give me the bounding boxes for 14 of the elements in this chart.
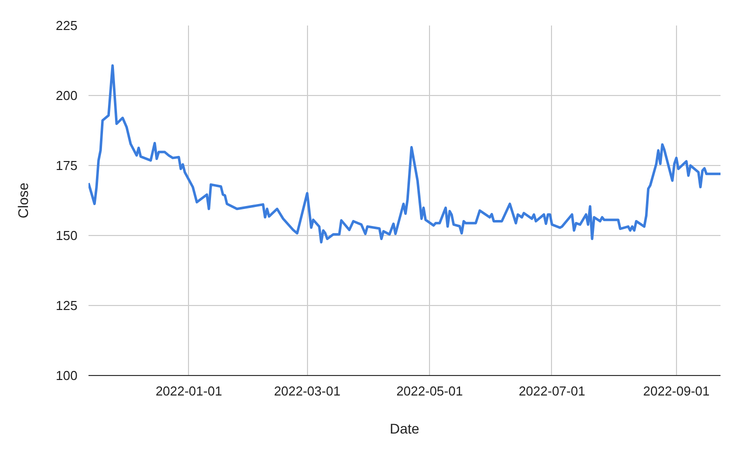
x-axis-title: Date (390, 420, 420, 436)
y-tick-label: 100 (56, 368, 78, 383)
x-tick-label: 2022-09-01 (643, 384, 710, 398)
y-axis-title: Close (14, 182, 31, 218)
x-tick-label: 2022-01-01 (156, 384, 222, 398)
y-tick-label: 225 (56, 18, 78, 33)
x-tick-label: 2022-07-01 (518, 384, 586, 398)
x-tick-label: 2022-03-01 (274, 384, 340, 398)
y-tick-label: 150 (56, 228, 78, 243)
line-series (88, 64, 720, 244)
y-tick-label: 125 (56, 298, 78, 313)
y-tick-label: 200 (56, 88, 78, 103)
x-tick-label: 2022-05-01 (396, 384, 463, 398)
y-tick-label: 175 (56, 158, 78, 173)
